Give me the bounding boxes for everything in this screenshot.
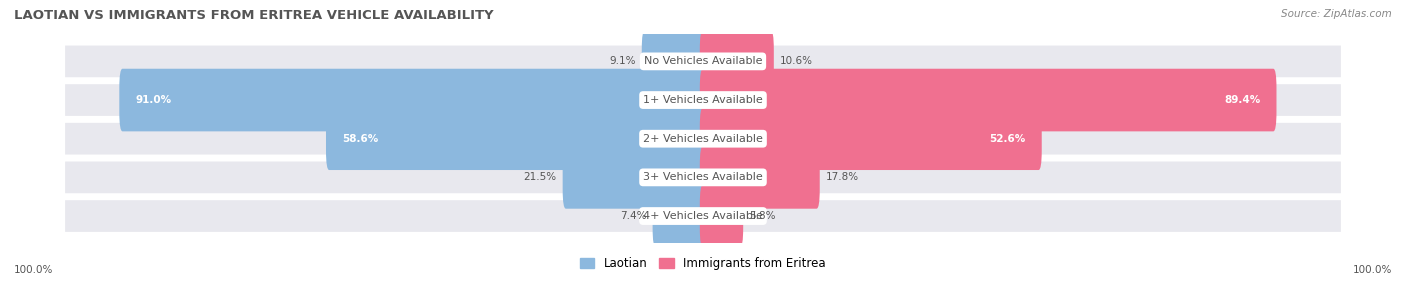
Text: 21.5%: 21.5% (523, 172, 557, 182)
Text: LAOTIAN VS IMMIGRANTS FROM ERITREA VEHICLE AVAILABILITY: LAOTIAN VS IMMIGRANTS FROM ERITREA VEHIC… (14, 9, 494, 21)
Text: Source: ZipAtlas.com: Source: ZipAtlas.com (1281, 9, 1392, 19)
Text: 89.4%: 89.4% (1225, 95, 1261, 105)
FancyBboxPatch shape (700, 30, 773, 93)
FancyBboxPatch shape (65, 200, 1341, 232)
FancyBboxPatch shape (120, 69, 706, 131)
Text: No Vehicles Available: No Vehicles Available (644, 56, 762, 66)
FancyBboxPatch shape (641, 30, 706, 93)
Text: 52.6%: 52.6% (990, 134, 1026, 144)
FancyBboxPatch shape (65, 123, 1341, 154)
Text: 7.4%: 7.4% (620, 211, 647, 221)
FancyBboxPatch shape (65, 45, 1341, 77)
Text: 10.6%: 10.6% (780, 56, 813, 66)
Text: 58.6%: 58.6% (342, 134, 378, 144)
Text: 9.1%: 9.1% (609, 56, 636, 66)
Legend: Laotian, Immigrants from Eritrea: Laotian, Immigrants from Eritrea (575, 252, 831, 275)
FancyBboxPatch shape (700, 146, 820, 209)
Text: 4+ Vehicles Available: 4+ Vehicles Available (643, 211, 763, 221)
FancyBboxPatch shape (326, 108, 706, 170)
FancyBboxPatch shape (562, 146, 706, 209)
FancyBboxPatch shape (65, 84, 1341, 116)
Text: 5.8%: 5.8% (749, 211, 776, 221)
Text: 3+ Vehicles Available: 3+ Vehicles Available (643, 172, 763, 182)
FancyBboxPatch shape (700, 69, 1277, 131)
Text: 1+ Vehicles Available: 1+ Vehicles Available (643, 95, 763, 105)
FancyBboxPatch shape (65, 162, 1341, 193)
Text: 17.8%: 17.8% (827, 172, 859, 182)
FancyBboxPatch shape (652, 185, 706, 247)
FancyBboxPatch shape (700, 185, 744, 247)
Text: 100.0%: 100.0% (14, 265, 53, 275)
Text: 2+ Vehicles Available: 2+ Vehicles Available (643, 134, 763, 144)
FancyBboxPatch shape (700, 108, 1042, 170)
Text: 91.0%: 91.0% (135, 95, 172, 105)
Text: 100.0%: 100.0% (1353, 265, 1392, 275)
